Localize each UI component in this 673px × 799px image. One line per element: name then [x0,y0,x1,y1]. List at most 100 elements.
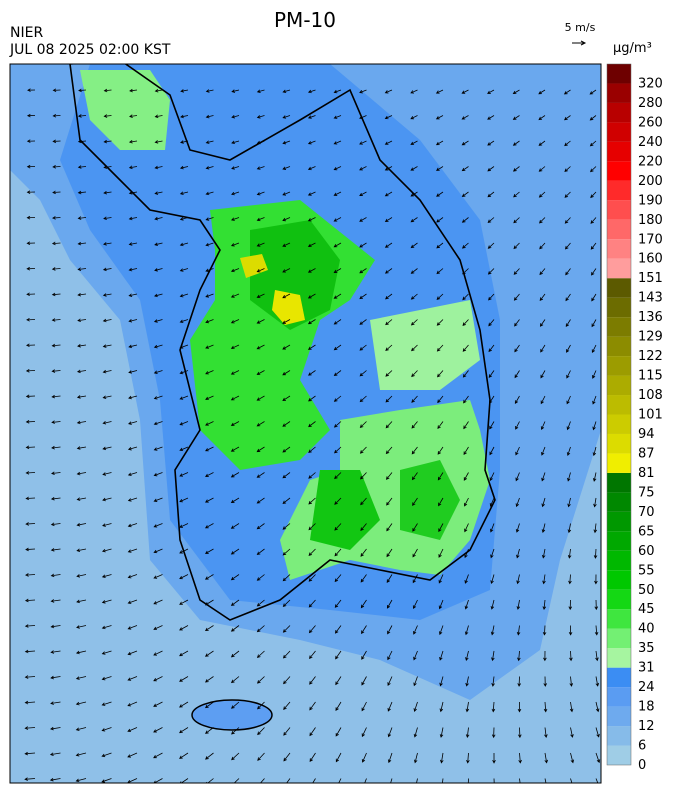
wind-arrow [359,140,367,145]
wind-arrow [463,395,469,404]
wind-arrow [490,574,495,585]
wind-arrow [595,676,600,687]
wind-arrow [230,472,240,478]
wind-arrow [308,625,316,634]
colorbar-label: 143 [638,291,663,306]
wind-arrow [127,727,138,733]
wind-arrow [518,752,522,764]
wind-arrow [335,752,342,763]
wind-arrow [359,89,367,94]
wind-arrow [566,370,571,379]
wind-arrow [335,676,342,686]
colorbar-segment [607,511,631,532]
wind-arrow [307,191,316,196]
wind-arrow [26,343,36,348]
wind-arrow [102,523,112,527]
wind-arrow [516,574,520,585]
wind-arrow [231,191,240,196]
wind-arrow [464,625,469,636]
wind-arrow [128,370,138,374]
wind-arrow [542,574,546,585]
wind-arrow [385,319,393,326]
wind-arrow [359,344,367,351]
wind-arrow [77,114,87,118]
colorbar-label: 101 [638,408,663,423]
colorbar-label: 55 [638,563,655,578]
wind-arrow [129,114,138,118]
wind-arrow [51,241,61,246]
wind-arrow [282,115,291,119]
wind-arrow [538,115,546,121]
wind-arrow [591,293,597,302]
wind-arrow [205,472,214,477]
wind-arrow [51,292,61,297]
wind-arrow [386,574,393,583]
wind-arrow [282,446,291,453]
wind-arrow [49,752,61,756]
wind-arrow [463,472,469,481]
wind-arrow [590,166,597,173]
wind-arrow [567,548,572,559]
wind-arrow [102,446,112,451]
wind-arrow [26,215,36,220]
wind-arrow [489,497,495,507]
wind-arrow [435,89,444,94]
wind-arrow [49,777,61,782]
wind-arrow [566,446,571,456]
wind-arrow [570,752,575,764]
wind-arrow [590,242,597,250]
colorbar-segment [607,141,631,162]
wind-arrow [230,650,240,658]
colorbar-label: 200 [638,174,663,189]
wind-arrow [487,140,495,146]
wind-arrow [384,115,393,120]
wind-arrow [543,676,548,687]
wind-arrow [438,574,444,584]
wind-arrow [102,421,112,425]
wind-arrow [50,599,61,603]
wind-arrow [128,139,138,144]
wind-arrow [256,166,265,170]
wind-arrow [230,242,240,247]
wind-arrow [385,472,393,480]
wind-arrow [205,395,214,401]
wind-arrow [565,293,571,302]
wind-arrow [205,421,214,426]
wind-arrow [52,190,61,195]
wind-arrow [333,89,342,94]
wind-arrow [462,319,469,327]
wind-arrow [568,574,572,585]
wind-arrow [179,548,189,554]
colorbar-segment [607,83,631,103]
wind-arrow [412,574,418,584]
wind-arrow [410,89,418,94]
wind-arrow [50,573,61,578]
wind-arrow [76,599,87,604]
colorbar-label: 94 [638,427,655,442]
wind-arrow [333,217,342,222]
wind-arrow [256,344,265,350]
wind-arrow [256,115,265,119]
wind-arrow [204,523,214,529]
wind-arrow [153,497,163,502]
wind-arrow [153,650,163,656]
wind-arrow [307,89,316,94]
wind-arrow [307,344,316,350]
wind-arrow [282,421,291,427]
wind-arrow [333,242,342,248]
colorbar: 0 6 12 18 24 31 35 40 45 50 55 60 65 70 75 81 87 94 101 108… [606,63,663,773]
wind-arrow [179,395,189,400]
wind-arrow [438,523,444,533]
wind-arrow [153,599,163,605]
wind-arrow [127,650,138,656]
wind-arrow [256,497,265,504]
wind-arrow [256,472,265,478]
wind-arrow [179,676,189,682]
wind-arrow [539,268,546,276]
wind-arrow [26,190,36,194]
wind-arrow [595,752,601,764]
wind-arrow [465,676,469,687]
wind-arrow [102,497,112,502]
wind-arrow [52,165,61,169]
wind-arrow [359,217,367,222]
